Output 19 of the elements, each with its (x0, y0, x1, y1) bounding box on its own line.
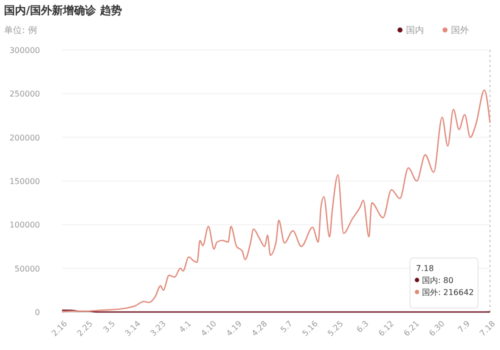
chart-subtitle: 单位: 例 (4, 25, 37, 36)
legend-label: 国内 (406, 25, 424, 36)
x-tick-label: 4.1 (178, 319, 193, 334)
x-tick-label: 7.9 (456, 319, 472, 334)
x-tick-label: 5.7 (278, 319, 294, 334)
annotation: 国内: 80 (422, 276, 454, 285)
y-tick-label: 200000 (9, 133, 40, 142)
x-tick-label: 6.3 (354, 319, 370, 334)
chart-title: 国内/国外新增确诊 趋势 (4, 4, 122, 17)
legend-label: 国外 (451, 25, 469, 36)
annotation: 7.18 (416, 264, 434, 273)
y-tick-label: 250000 (9, 90, 40, 99)
x-tick-label: 3.5 (102, 319, 117, 334)
y-tick-label: 150000 (9, 177, 40, 186)
y-tick-label: 100000 (9, 220, 40, 230)
annotation: 国外: 216642 (422, 288, 474, 297)
y-tick-label: 0 (34, 308, 40, 317)
y-tick-label: 50000 (14, 264, 40, 274)
y-tick-label: 300000 (9, 46, 40, 55)
